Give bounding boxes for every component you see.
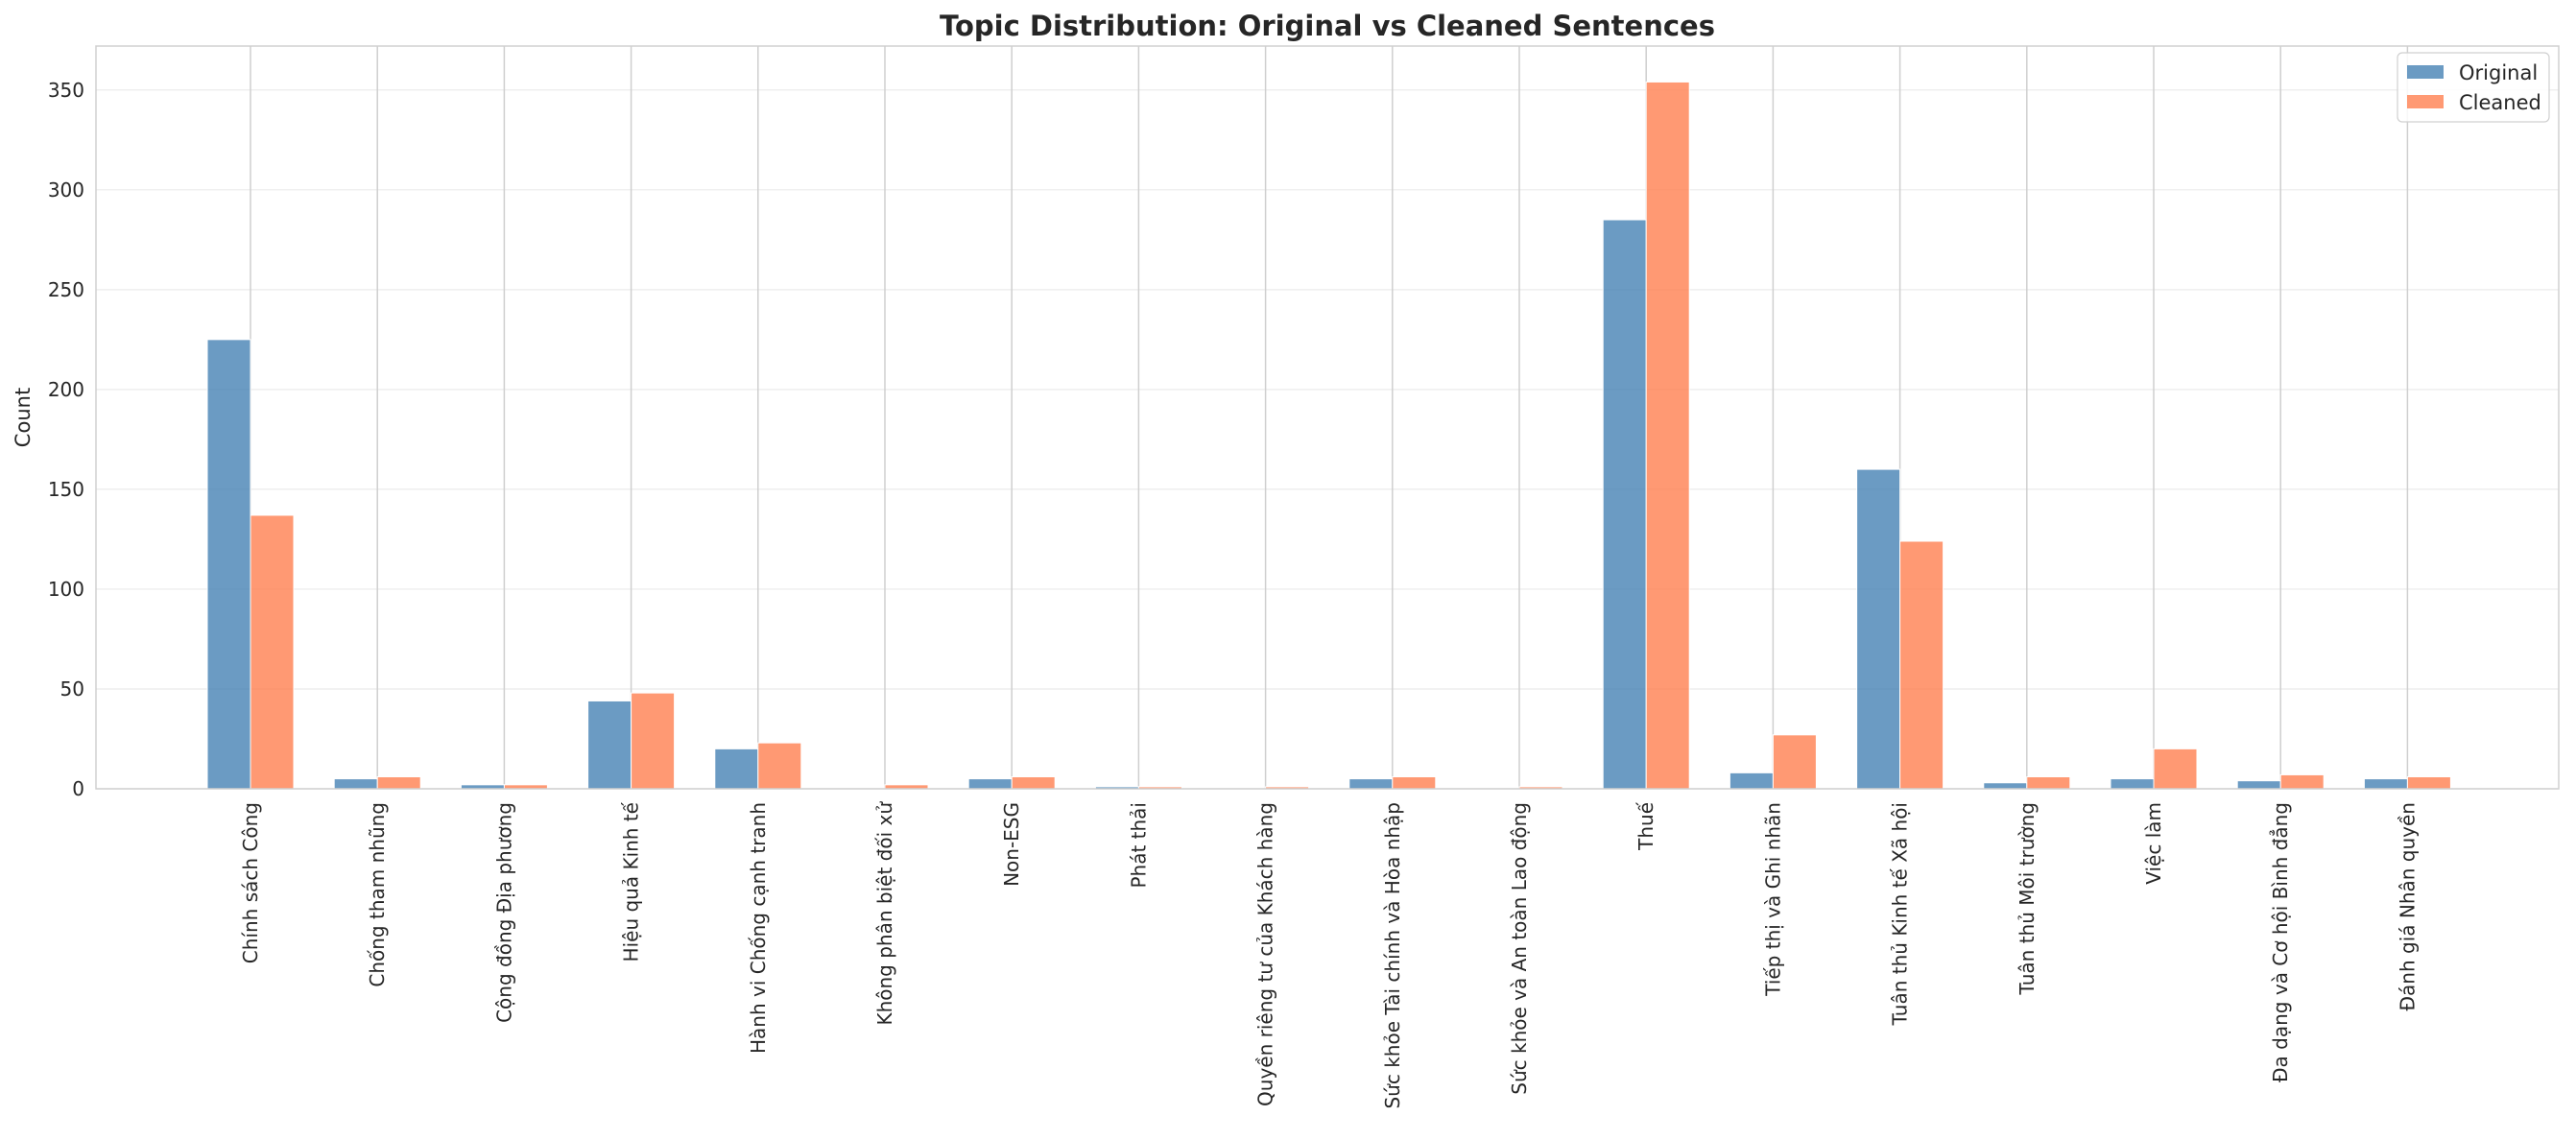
bar-cleaned — [1899, 540, 1944, 790]
bar-original — [2110, 778, 2155, 790]
y-tick-label: 350 — [48, 79, 84, 102]
bar-cleaned — [250, 514, 295, 790]
bar-cleaned — [1392, 776, 1437, 790]
x-tick-label: Đánh giá Nhân quyền — [2396, 802, 2419, 1010]
bar-cleaned — [2406, 776, 2451, 790]
bar-cleaned — [2153, 748, 2198, 790]
legend-swatch-cleaned — [2407, 95, 2444, 108]
y-tick-label: 200 — [48, 378, 84, 401]
bar-original — [1856, 468, 1901, 790]
x-tick-label: Thuế — [1634, 801, 1658, 851]
bar-original — [1348, 778, 1394, 790]
x-tick-label: Không phân biệt đối xử — [873, 801, 896, 1026]
bar-original — [1983, 782, 2028, 790]
bar-original — [1729, 772, 1774, 790]
bar-cleaned — [631, 692, 676, 790]
bar-original — [587, 700, 632, 790]
plot-frame — [95, 45, 2560, 790]
bar-cleaned — [1011, 776, 1056, 790]
y-tick-label: 0 — [72, 777, 84, 800]
legend-label-cleaned: Cleaned — [2459, 91, 2541, 114]
x-tick-label: Hiệu quả Kinh tế — [620, 801, 643, 962]
bar-cleaned — [1645, 81, 1690, 790]
bar-cleaned — [2026, 776, 2071, 790]
chart-title: Topic Distribution: Original vs Cleaned … — [940, 10, 1715, 42]
x-tick-label: Quyền riêng tư của Khách hàng — [1254, 802, 1277, 1106]
x-tick-label: Non-ESG — [1000, 802, 1023, 887]
y-tick-label: 300 — [48, 178, 84, 202]
legend-label-original: Original — [2459, 61, 2538, 84]
x-tick-label: Đa dạng và Cơ hội Bình đẳng — [2269, 802, 2292, 1082]
x-tick-label: Tuân thủ Môi trường — [2015, 802, 2039, 995]
y-tick-label: 150 — [48, 478, 84, 501]
x-tick-label: Cộng đồng Địa phương — [492, 802, 515, 1023]
x-tick-label: Sức khỏe Tài chính và Hòa nhập — [1381, 802, 1404, 1109]
x-tick-label: Chống tham nhũng — [366, 802, 389, 987]
y-tick-label: 50 — [60, 677, 84, 701]
bar-cleaned — [757, 742, 802, 790]
bar-original — [333, 778, 378, 790]
bar-series — [206, 81, 2451, 790]
bar-cleaned — [1772, 734, 1817, 790]
x-tick-label: Tuân thủ Kinh tế Xã hội — [1889, 802, 1912, 1026]
x-tick-label: Hành vi Chống cạnh tranh — [747, 802, 770, 1054]
x-tick-label: Việc làm — [2142, 802, 2165, 885]
legend: Original Cleaned — [2397, 52, 2550, 123]
bar-cleaned — [2279, 773, 2325, 790]
y-axis-label: Count — [12, 388, 35, 447]
bar-original — [206, 339, 251, 790]
bar-original — [714, 748, 759, 790]
legend-swatch-original — [2407, 65, 2444, 79]
bar-original — [967, 778, 1013, 790]
y-tick-label: 100 — [48, 578, 84, 601]
x-axis-ticks: Chính sách Công Chống tham nhũng Cộng đồng… — [239, 801, 2419, 1109]
x-tick-label: Phát thải — [1127, 802, 1150, 889]
x-tick-label: Chính sách Công — [239, 802, 262, 963]
bar-cleaned — [376, 776, 421, 790]
bar-original — [2236, 780, 2281, 790]
x-tick-label: Sức khỏe và An toàn Lao động — [1508, 802, 1531, 1095]
bar-original — [1602, 219, 1647, 790]
y-axis-ticks: 0 50 100 150 200 250 300 350 — [48, 79, 84, 800]
y-tick-label: 250 — [48, 278, 84, 301]
x-tick-label: Tiếp thị và Ghi nhãn — [1761, 802, 1784, 997]
bar-original — [2363, 778, 2408, 790]
